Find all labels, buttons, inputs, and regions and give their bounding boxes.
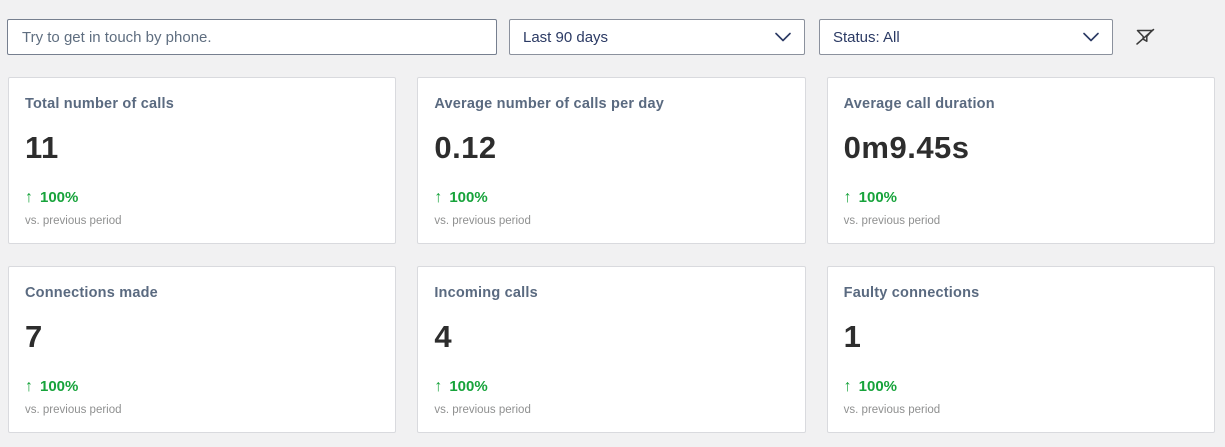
trend-indicator: ↑ 100% xyxy=(25,190,379,206)
card-title: Connections made xyxy=(25,285,158,301)
card-value: 11 xyxy=(25,130,59,165)
card-faulty-connections: Faulty connections 1 ↑ 100% vs. previous… xyxy=(826,266,1215,433)
search-input[interactable] xyxy=(7,19,497,55)
trend-up-arrow-icon: ↑ xyxy=(434,189,443,206)
card-incoming-calls: Incoming calls 4 ↑ 100% vs. previous per… xyxy=(417,266,806,433)
card-value: 0.12 xyxy=(434,130,497,165)
status-value: Status: All xyxy=(833,28,900,46)
card-value: 1 xyxy=(843,319,862,354)
trend-percent: 100% xyxy=(858,378,898,395)
trend-indicator: ↑ 100% xyxy=(844,379,1198,395)
chevron-down-icon xyxy=(775,32,791,42)
compare-label: vs. previous period xyxy=(25,404,122,416)
stats-grid: Total number of calls 11 ↑ 100% vs. prev… xyxy=(8,77,1215,433)
card-avg-calls-per-day: Average number of calls per day 0.12 ↑ 1… xyxy=(417,77,806,244)
compare-label: vs. previous period xyxy=(25,215,122,227)
chevron-down-icon xyxy=(1083,32,1099,42)
trend-indicator: ↑ 100% xyxy=(25,379,379,395)
compare-label: vs. previous period xyxy=(434,215,531,227)
trend-percent: 100% xyxy=(858,189,898,206)
filter-off-icon xyxy=(1133,25,1157,52)
compare-label: vs. previous period xyxy=(843,404,941,416)
trend-percent: 100% xyxy=(40,189,79,206)
card-title: Total number of calls xyxy=(25,96,174,112)
card-title: Faulty connections xyxy=(843,285,980,301)
trend-indicator: ↑ 100% xyxy=(434,379,788,395)
card-connections-made: Connections made 7 ↑ 100% vs. previous p… xyxy=(8,266,397,433)
trend-up-arrow-icon: ↑ xyxy=(25,189,33,206)
trend-up-arrow-icon: ↑ xyxy=(843,189,852,206)
trend-percent: 100% xyxy=(449,378,488,395)
card-title: Average number of calls per day xyxy=(434,96,665,112)
trend-up-arrow-icon: ↑ xyxy=(434,378,443,395)
trend-indicator: ↑ 100% xyxy=(844,190,1198,206)
trend-up-arrow-icon: ↑ xyxy=(25,378,33,395)
card-avg-call-duration: Average call duration 0m9.45s ↑ 100% vs.… xyxy=(826,77,1215,244)
card-title: Incoming calls xyxy=(434,285,538,301)
status-select[interactable]: Status: All xyxy=(819,19,1113,55)
card-value: 0m9.45s xyxy=(843,130,970,165)
date-range-select[interactable]: Last 90 days xyxy=(509,19,805,55)
trend-indicator: ↑ 100% xyxy=(434,190,788,206)
clear-filters-button[interactable] xyxy=(1131,24,1159,52)
trend-up-arrow-icon: ↑ xyxy=(843,378,852,395)
card-value: 7 xyxy=(25,319,43,354)
filter-bar: Last 90 days Status: All xyxy=(7,19,1215,55)
card-total-calls: Total number of calls 11 ↑ 100% vs. prev… xyxy=(8,77,397,244)
compare-label: vs. previous period xyxy=(843,215,941,227)
compare-label: vs. previous period xyxy=(434,404,531,416)
trend-percent: 100% xyxy=(449,189,488,206)
card-title: Average call duration xyxy=(843,96,995,112)
date-range-value: Last 90 days xyxy=(523,28,609,46)
card-value: 4 xyxy=(434,319,453,354)
trend-percent: 100% xyxy=(40,378,79,395)
